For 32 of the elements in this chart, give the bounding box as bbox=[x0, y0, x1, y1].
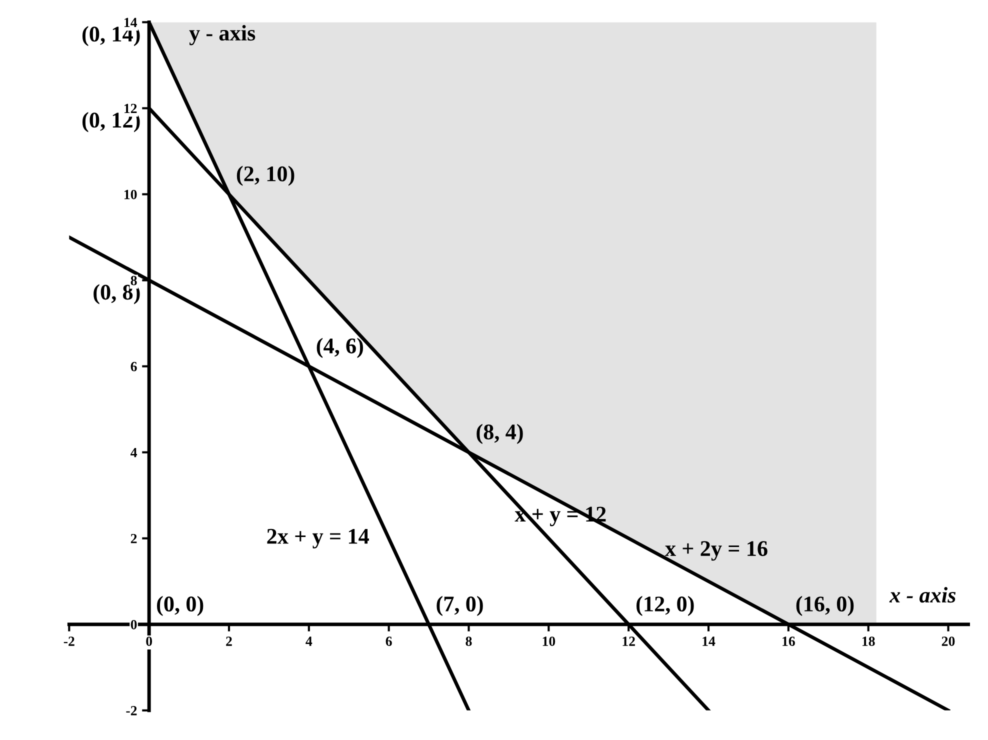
annotation: (8, 4) bbox=[476, 424, 523, 444]
annotation: x + 2y = 16 bbox=[665, 541, 768, 561]
annotation: 2x + y = 14 bbox=[267, 528, 369, 548]
annotation: (16, 0) bbox=[796, 596, 854, 616]
x-tick-label: 6 bbox=[386, 636, 392, 646]
x-tick-label: -2 bbox=[64, 636, 74, 646]
annotation: (7, 0) bbox=[436, 596, 483, 616]
x-axis-title: x - axis bbox=[889, 587, 956, 603]
x-tick-label: 0 bbox=[146, 636, 152, 646]
annotation: (0, 0) bbox=[157, 596, 204, 616]
x-tick-label: 2 bbox=[226, 636, 232, 646]
y-tick-label: 6 bbox=[130, 362, 137, 372]
x-tick-label: 12 bbox=[622, 636, 635, 646]
y-tick-label: 10 bbox=[124, 190, 137, 200]
x-tick-label: 10 bbox=[542, 636, 556, 646]
y-tick-label: 4 bbox=[130, 448, 138, 458]
annotation: (2, 10) bbox=[236, 166, 294, 186]
x-tick-label: 4 bbox=[306, 636, 312, 646]
x-tick-label: 8 bbox=[466, 636, 472, 646]
y-tick-label: 12 bbox=[124, 104, 137, 114]
annotation: (12, 0) bbox=[636, 596, 694, 616]
y-tick-label: 2 bbox=[130, 534, 137, 544]
x-tick-label: 20 bbox=[942, 636, 955, 646]
x-tick-label: 16 bbox=[782, 636, 795, 646]
y-tick-label: -2 bbox=[126, 706, 137, 716]
y-axis-title: y - axis bbox=[189, 24, 256, 46]
y-tick-label: 14 bbox=[124, 18, 138, 28]
annotation: (4, 6) bbox=[316, 338, 364, 358]
x-tick-label: 18 bbox=[862, 636, 875, 646]
y-tick-label: 8 bbox=[130, 276, 137, 286]
x-tick-label: 14 bbox=[702, 636, 716, 646]
y-tick-label: 0 bbox=[130, 620, 137, 630]
